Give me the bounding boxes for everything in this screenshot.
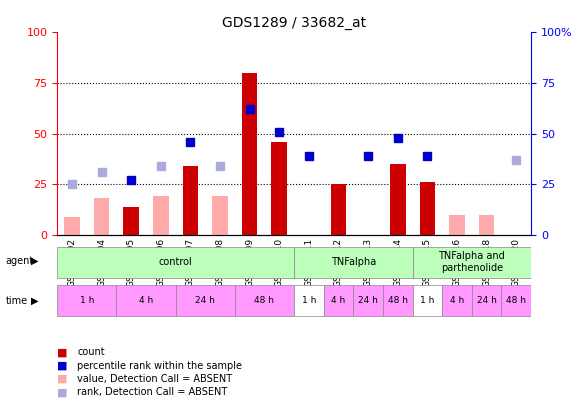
FancyBboxPatch shape [442, 285, 472, 316]
Bar [420, 182, 435, 235]
FancyBboxPatch shape [501, 285, 531, 316]
FancyBboxPatch shape [353, 285, 383, 316]
Text: 4 h: 4 h [331, 296, 345, 305]
FancyBboxPatch shape [412, 247, 531, 278]
Text: ■: ■ [57, 388, 67, 397]
Text: ■: ■ [57, 374, 67, 384]
Bar [331, 184, 346, 235]
Text: agent: agent [6, 256, 34, 266]
Text: control: control [159, 257, 192, 267]
Text: rank, Detection Call = ABSENT: rank, Detection Call = ABSENT [77, 388, 227, 397]
FancyBboxPatch shape [57, 247, 294, 278]
FancyBboxPatch shape [324, 285, 353, 316]
Text: percentile rank within the sample: percentile rank within the sample [77, 361, 242, 371]
Text: 48 h: 48 h [388, 296, 408, 305]
Text: ▶: ▶ [31, 296, 39, 305]
FancyBboxPatch shape [176, 285, 235, 316]
FancyBboxPatch shape [472, 285, 501, 316]
Bar [64, 217, 80, 235]
Text: 24 h: 24 h [358, 296, 378, 305]
Bar [94, 198, 109, 235]
Text: ■: ■ [57, 347, 67, 357]
FancyBboxPatch shape [294, 247, 412, 278]
FancyBboxPatch shape [383, 285, 412, 316]
Text: TNFalpha: TNFalpha [331, 257, 376, 267]
Bar [212, 196, 228, 235]
FancyBboxPatch shape [412, 285, 442, 316]
Text: ▶: ▶ [31, 256, 39, 266]
Bar [153, 196, 168, 235]
Bar [449, 215, 465, 235]
Title: GDS1289 / 33682_at: GDS1289 / 33682_at [222, 16, 366, 30]
Text: value, Detection Call = ABSENT: value, Detection Call = ABSENT [77, 374, 232, 384]
Text: 24 h: 24 h [195, 296, 215, 305]
Bar [183, 166, 198, 235]
Text: 1 h: 1 h [79, 296, 94, 305]
Text: 1 h: 1 h [420, 296, 435, 305]
Text: 24 h: 24 h [477, 296, 497, 305]
FancyBboxPatch shape [235, 285, 294, 316]
Bar [123, 207, 139, 235]
Bar [390, 164, 405, 235]
FancyBboxPatch shape [294, 285, 324, 316]
Bar [242, 73, 258, 235]
Bar [271, 142, 287, 235]
Text: ■: ■ [57, 361, 67, 371]
FancyBboxPatch shape [57, 285, 116, 316]
Text: 4 h: 4 h [139, 296, 153, 305]
Bar [479, 215, 494, 235]
Text: count: count [77, 347, 104, 357]
Text: time: time [6, 296, 28, 305]
Text: 48 h: 48 h [506, 296, 526, 305]
Text: TNFalpha and
parthenolide: TNFalpha and parthenolide [439, 252, 505, 273]
FancyBboxPatch shape [116, 285, 176, 316]
Text: 1 h: 1 h [301, 296, 316, 305]
Text: 48 h: 48 h [255, 296, 275, 305]
Text: 4 h: 4 h [450, 296, 464, 305]
